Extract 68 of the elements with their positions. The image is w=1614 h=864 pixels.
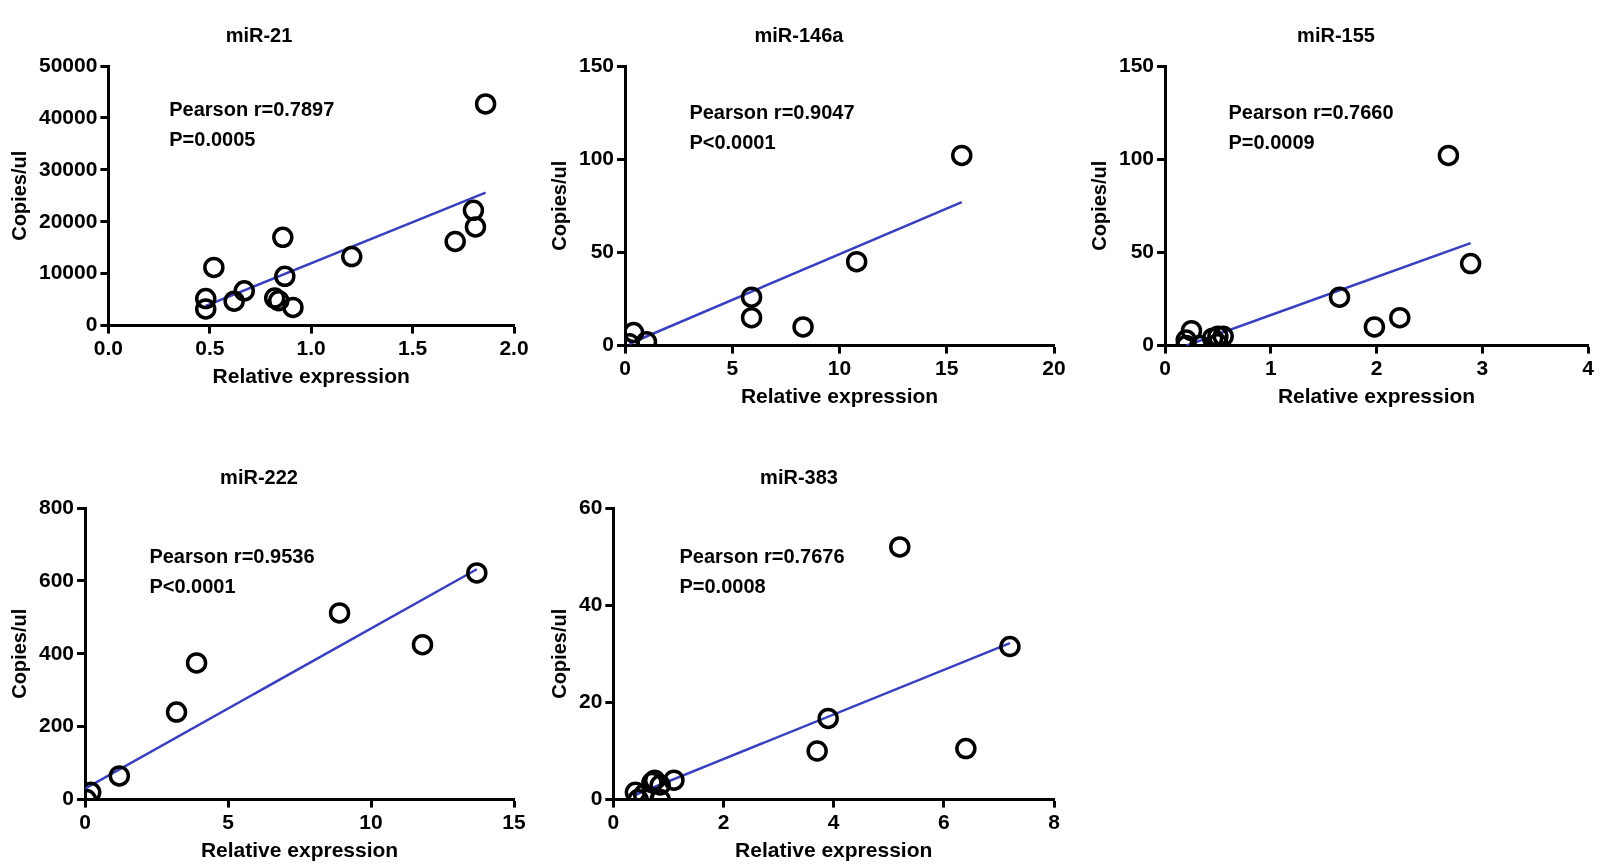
y-tick-label: 10000 xyxy=(38,260,98,284)
y-axis-title: Copies/ul xyxy=(7,150,30,241)
y-axis-title: Copies/ul xyxy=(1087,160,1110,251)
y-tick-label: 0 xyxy=(62,786,75,810)
y-axis-title: Copies/ul xyxy=(7,608,30,699)
y-tick-label: 20 xyxy=(579,689,603,713)
y-axis-title: Copies/ul xyxy=(547,160,570,251)
annotation: P<0.0001 xyxy=(689,131,776,154)
y-tick-label: 200 xyxy=(38,713,75,737)
y-tick-label: 150 xyxy=(578,52,615,76)
x-tick-label: 5 xyxy=(726,356,739,379)
y-axis-title: Copies/ul xyxy=(547,608,570,699)
y-tick-label: 30000 xyxy=(38,156,98,180)
x-tick-label: 1.0 xyxy=(296,336,326,359)
chart-title: miR-146a xyxy=(754,23,845,46)
y-tick-label: 100 xyxy=(578,146,615,169)
x-tick-label: 10 xyxy=(827,356,852,379)
y-tick-label: 150 xyxy=(1118,52,1155,76)
chart-title: miR-222 xyxy=(220,465,298,488)
x-axis-title: Relative expression xyxy=(200,838,399,862)
x-tick-label: 15 xyxy=(502,810,526,833)
x-tick-label: 1 xyxy=(1264,356,1277,379)
x-tick-label: 1.5 xyxy=(398,336,428,359)
x-tick-label: 0.5 xyxy=(195,336,225,359)
y-tick-label: 100 xyxy=(1118,146,1155,169)
y-tick-label: 40000 xyxy=(38,104,98,128)
y-tick-label: 400 xyxy=(38,640,75,664)
x-tick-label: 10 xyxy=(359,810,383,833)
y-tick-label: 0 xyxy=(590,786,603,810)
x-axis-title: Relative expression xyxy=(740,384,939,408)
annotation: Pearson r=0.9536 xyxy=(149,545,315,568)
y-tick-label: 50 xyxy=(590,239,615,263)
x-tick-label: 20 xyxy=(1042,356,1066,379)
y-tick-label: 60 xyxy=(579,494,603,518)
x-tick-label: 2.0 xyxy=(499,336,529,359)
x-axis-title: Relative expression xyxy=(212,364,410,388)
x-tick-label: 4 xyxy=(1582,356,1595,379)
x-axis-title: Relative expression xyxy=(735,838,933,862)
x-tick-label: 4 xyxy=(827,810,840,833)
annotation: P=0.0008 xyxy=(679,575,766,598)
annotation: Pearson r=0.7897 xyxy=(169,97,335,120)
x-tick-label: 5 xyxy=(222,810,235,833)
annotation: P<0.0001 xyxy=(149,575,236,598)
x-axis-title: Relative expression xyxy=(1277,384,1476,408)
annotation: Pearson r=0.7660 xyxy=(1228,101,1394,124)
annotation: P=0.0009 xyxy=(1228,131,1315,154)
annotation: P=0.0005 xyxy=(169,127,256,150)
annotation: Pearson r=0.9047 xyxy=(689,101,855,124)
y-tick-label: 600 xyxy=(38,567,75,591)
y-tick-label: 50 xyxy=(1130,239,1155,263)
annotation: Pearson r=0.7676 xyxy=(679,545,845,568)
x-tick-label: 0 xyxy=(1159,356,1171,379)
x-tick-label: 2 xyxy=(717,810,730,833)
y-tick-label: 20000 xyxy=(38,208,98,232)
chart-title: miR-155 xyxy=(1297,23,1375,46)
x-tick-label: 0 xyxy=(619,356,631,379)
x-tick-label: 3 xyxy=(1476,356,1489,379)
y-tick-label: 40 xyxy=(579,592,603,615)
chart-title: miR-383 xyxy=(760,465,838,488)
y-tick-label: 800 xyxy=(38,494,75,518)
chart-title: miR-21 xyxy=(225,23,293,46)
x-tick-label: 2 xyxy=(1370,356,1383,379)
x-tick-label: 6 xyxy=(938,810,950,833)
x-tick-label: 15 xyxy=(935,356,959,379)
x-tick-label: 8 xyxy=(1048,810,1061,833)
y-tick-label: 50000 xyxy=(38,52,98,76)
y-tick-label: 0 xyxy=(85,312,98,336)
x-tick-label: 0.0 xyxy=(93,336,123,359)
